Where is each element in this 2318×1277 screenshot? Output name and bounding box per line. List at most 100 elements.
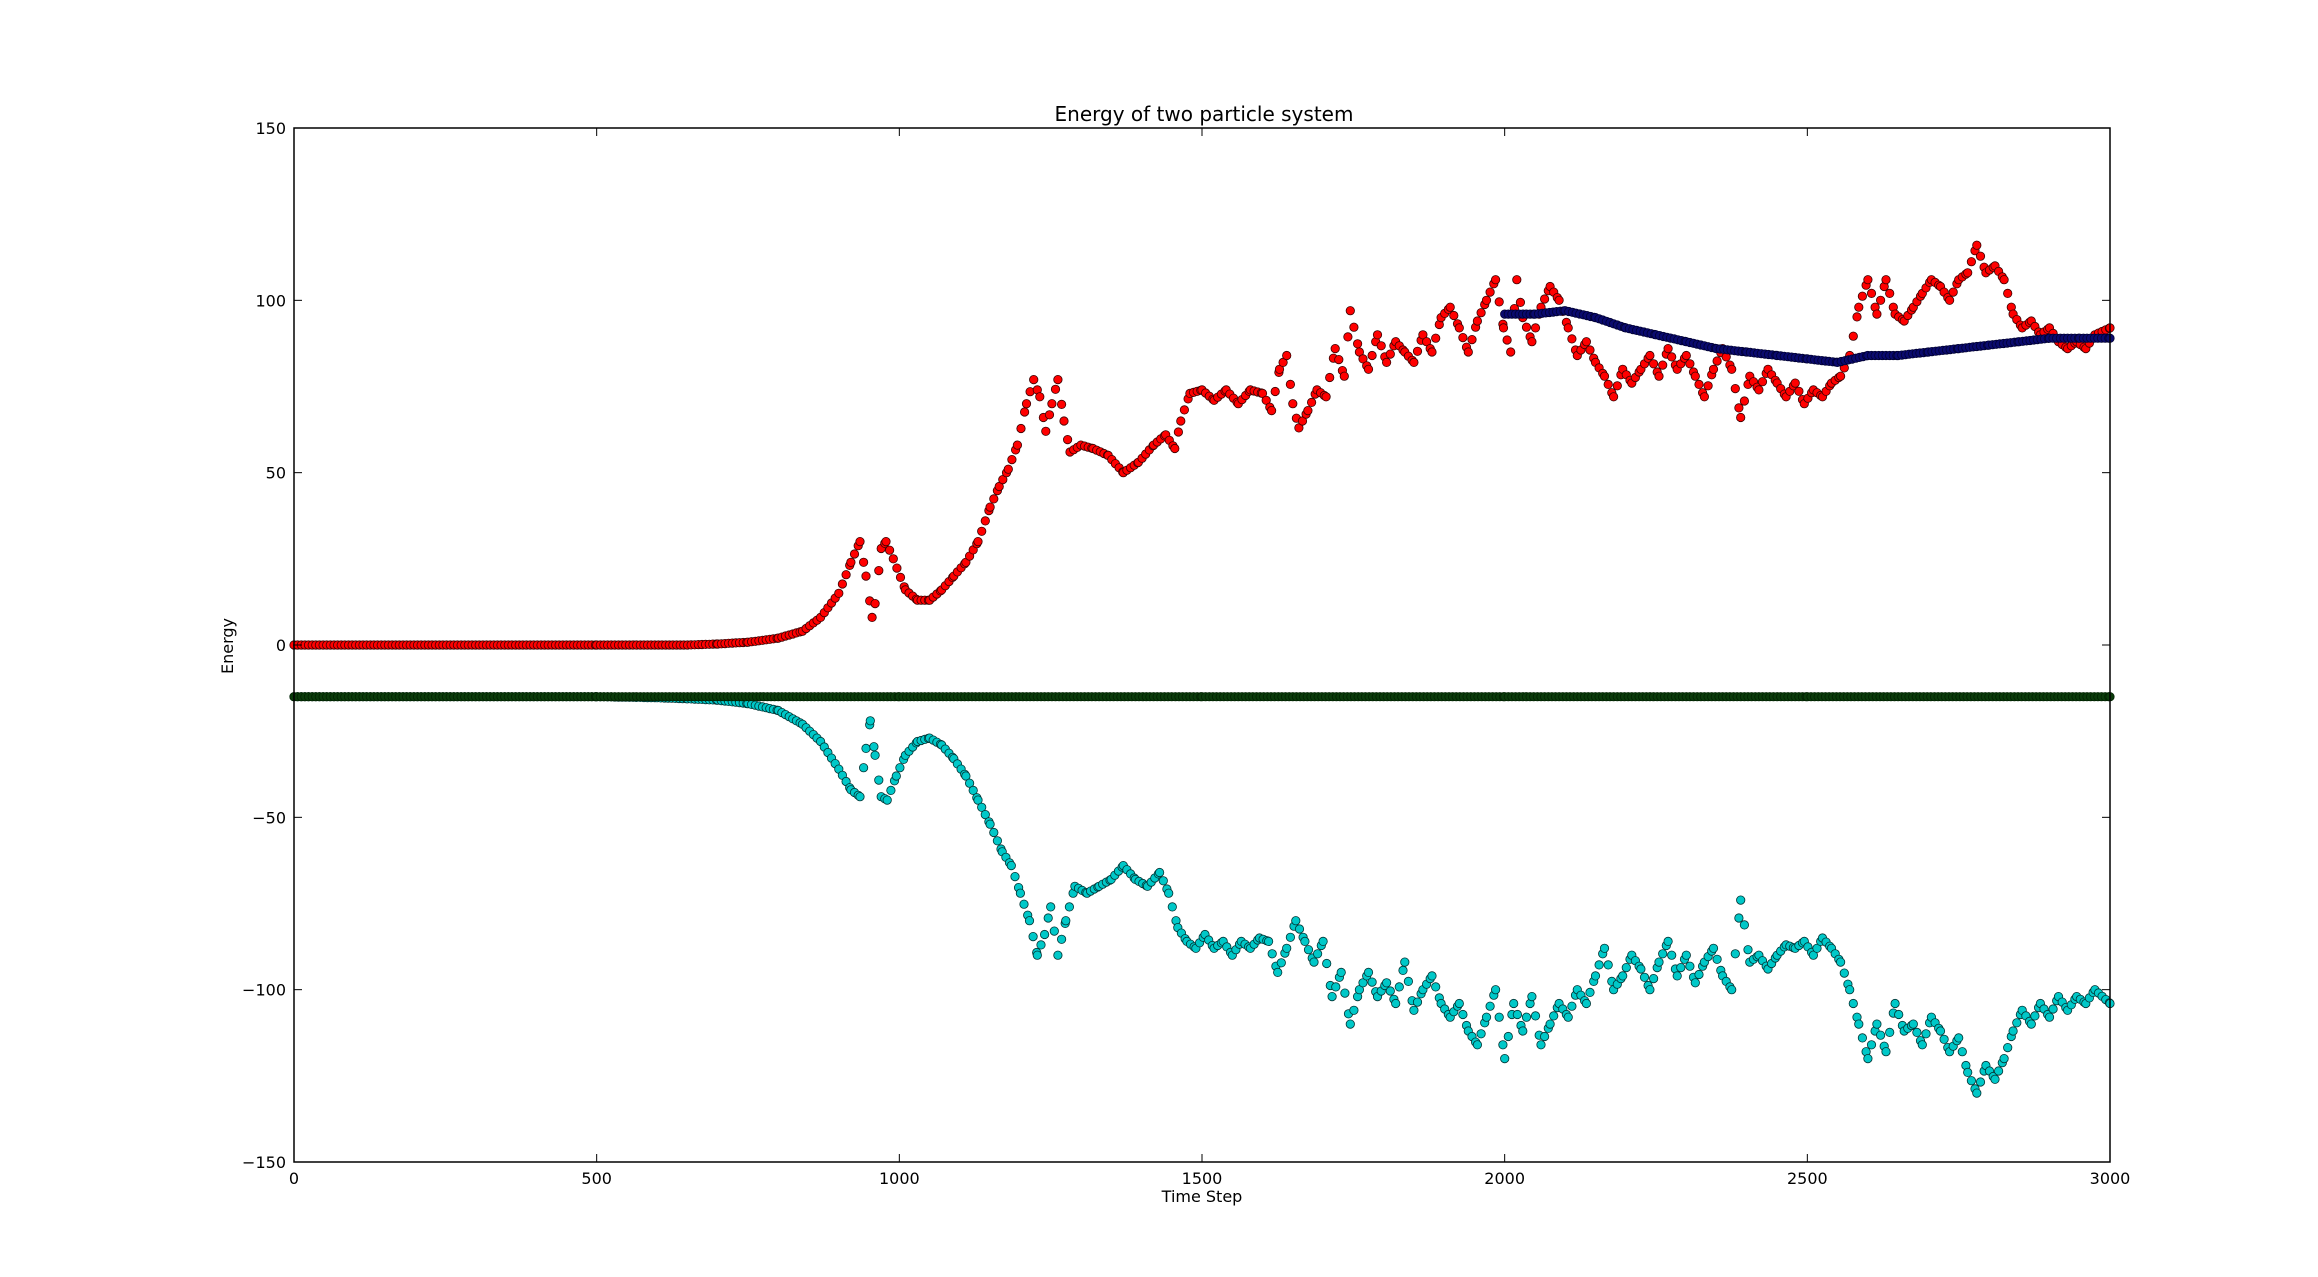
data-point (1966, 1076, 1977, 1086)
data-point (1307, 397, 1317, 407)
data-point (964, 778, 975, 788)
data-point (1029, 374, 1039, 385)
data-point (892, 563, 902, 573)
data-point (1676, 962, 1686, 973)
data-point (973, 795, 983, 805)
data-point (1340, 988, 1350, 998)
data-point (1599, 943, 1610, 953)
data-point (1645, 985, 1655, 995)
data-point (1313, 949, 1323, 959)
data-point (1494, 1012, 1504, 1022)
data-point (1581, 337, 1592, 347)
data-point (1273, 967, 1283, 978)
data-point (1476, 308, 1486, 318)
data-point (1636, 964, 1646, 974)
data-point (1712, 954, 1722, 964)
data-point (2030, 1011, 2040, 1021)
data-point (1730, 383, 1740, 394)
data-point (1594, 960, 1604, 970)
data-point (895, 572, 906, 583)
data-point (1321, 392, 1331, 402)
data-point (1681, 950, 1691, 960)
data-point (1032, 950, 1042, 960)
data-point (1309, 957, 1319, 967)
data-point (1059, 416, 1069, 426)
data-point (1047, 399, 1057, 409)
data-point (1412, 997, 1423, 1007)
data-point (1015, 888, 1026, 898)
data-point (1945, 295, 1955, 305)
data-point (980, 516, 990, 526)
data-point (895, 763, 905, 773)
data-point (1863, 1054, 1873, 1064)
data-point (1385, 986, 1395, 996)
data-point (1549, 1011, 1559, 1021)
data-point (1727, 364, 1737, 374)
data-point (1649, 359, 1659, 369)
data-point (1645, 350, 1655, 361)
data-point (1639, 972, 1650, 982)
data-point (1398, 965, 1408, 976)
data-point (1481, 1012, 1492, 1022)
data-point (1409, 1005, 1419, 1015)
data-point (1176, 416, 1186, 426)
data-point (1521, 1012, 1532, 1022)
data-point (1545, 1019, 1555, 1029)
data-point (1044, 410, 1055, 420)
data-point (1881, 275, 1891, 285)
data-point (1363, 364, 1374, 374)
data-point (968, 785, 978, 796)
data-point (1506, 347, 1516, 357)
ticks-layer: 0 500 1000 1500 2000 2500 3000150100500−50−100… (242, 119, 2130, 1188)
data-point (1658, 360, 1668, 370)
data-point (1318, 936, 1328, 947)
data-point (884, 545, 895, 555)
data-point (1694, 969, 1704, 980)
data-point (1727, 985, 1737, 995)
data-point (1954, 1033, 1964, 1043)
data-point (1736, 895, 1746, 905)
data-point (874, 565, 884, 576)
x-axis-label: Time Step (1161, 1187, 1243, 1206)
data-point (1999, 275, 2009, 285)
data-point (1049, 926, 1059, 936)
data-point (1458, 1009, 1468, 1020)
data-point (1264, 936, 1274, 947)
data-point (1325, 372, 1335, 383)
data-point (1754, 385, 1764, 395)
data-point (1267, 949, 1277, 959)
data-point (1291, 916, 1301, 926)
data-point (1339, 371, 1349, 381)
data-point (1712, 356, 1722, 366)
data-point (1173, 427, 1184, 437)
y-tick-label: 50 (266, 464, 286, 483)
data-point (1334, 354, 1344, 365)
data-point (1010, 871, 1020, 882)
data-point (1449, 310, 1459, 321)
data-point (1345, 1019, 1355, 1029)
data-point (1948, 287, 1958, 297)
data-point (1845, 985, 1855, 995)
data-point (2012, 1018, 2022, 1028)
data-point (1599, 371, 1610, 381)
data-point (1603, 960, 1613, 970)
data-point (1170, 443, 1180, 454)
data-point (1567, 334, 1577, 344)
data-point (1999, 1054, 2009, 1064)
data-point (1046, 902, 1056, 912)
data-point (1963, 268, 1973, 278)
data-point (1736, 412, 1746, 423)
data-point (1703, 381, 1713, 391)
data-point (1885, 1027, 1895, 1038)
data-point (1663, 343, 1673, 354)
series-layer (289, 240, 2115, 1098)
data-point (1327, 991, 1337, 1002)
data-point (1527, 337, 1537, 347)
data-point (1485, 287, 1495, 297)
data-point (1303, 945, 1314, 955)
data-point (1685, 359, 1695, 369)
data-point (1963, 1067, 1973, 1078)
data-point (1567, 1001, 1577, 1011)
data-point (992, 836, 1003, 846)
